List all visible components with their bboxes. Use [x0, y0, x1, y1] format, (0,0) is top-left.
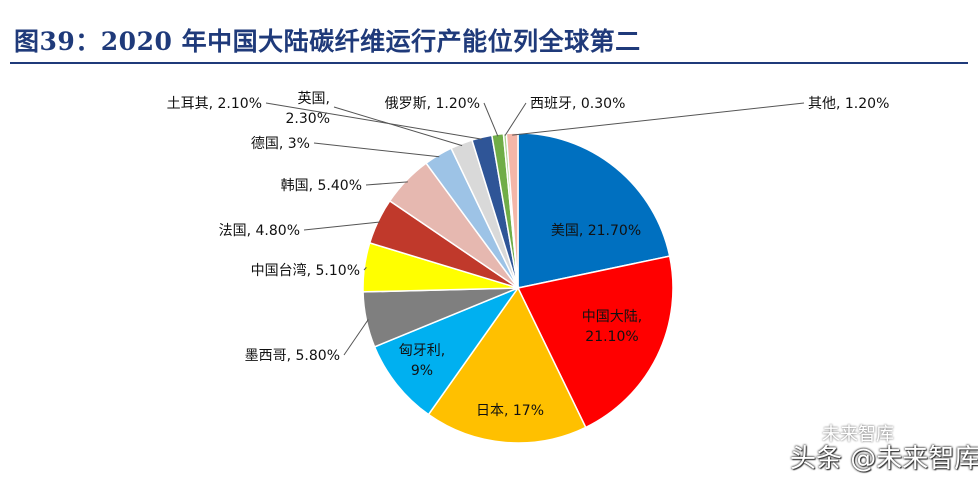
watermark-top: 未来智库	[822, 424, 894, 445]
slice-label-5: 墨西哥, 5.80%	[245, 348, 340, 364]
leader-line-11	[265, 102, 483, 140]
slice-label-1: 美国, 21.70%	[551, 223, 641, 239]
slice-label-4: 匈牙利, 9%	[399, 343, 445, 379]
leader-line-12	[483, 102, 499, 137]
leader-line-13	[504, 102, 527, 136]
wechat-icon	[791, 421, 815, 437]
slice-label-14: 其他, 1.20%	[808, 96, 889, 112]
title-bar: 图39：2020 年中国大陆碳纤维运行产能位列全球第二	[0, 0, 978, 66]
slice-label-9: 德国, 3%	[251, 136, 310, 152]
slice-label-11: 土耳其, 2.10%	[167, 96, 262, 112]
page-title: 图39：2020 年中国大陆碳纤维运行产能位列全球第二	[14, 27, 641, 56]
slice-label-13: 西班牙, 0.30%	[530, 96, 625, 112]
slice-label-8: 韩国, 5.40%	[281, 178, 362, 194]
slice-label-2: 中国大陆, 21.10%	[582, 309, 642, 345]
title-divider	[10, 62, 968, 64]
leader-line-5	[343, 319, 369, 356]
pie-slice-4	[373, 286, 521, 416]
pie-slice-3	[427, 286, 587, 444]
leader-line-9	[313, 142, 440, 158]
leader-line-7	[303, 221, 381, 231]
slice-label-7: 法国, 4.80%	[219, 223, 300, 239]
leader-line-6	[363, 267, 367, 271]
slice-label-6: 中国台湾, 5.10%	[251, 262, 360, 279]
slice-label-12: 俄罗斯, 1.20%	[385, 96, 480, 112]
slice-label-10: 英国, 2.30%	[286, 90, 330, 127]
leader-line-8	[365, 181, 408, 186]
leader-line-14	[512, 102, 805, 136]
pie-slice-1	[517, 132, 671, 289]
leader-line-10	[333, 106, 463, 147]
watermark: 头条 @未来智库	[790, 444, 978, 474]
pie-slice-2	[516, 255, 674, 429]
slice-label-3: 日本, 17%	[476, 403, 544, 419]
